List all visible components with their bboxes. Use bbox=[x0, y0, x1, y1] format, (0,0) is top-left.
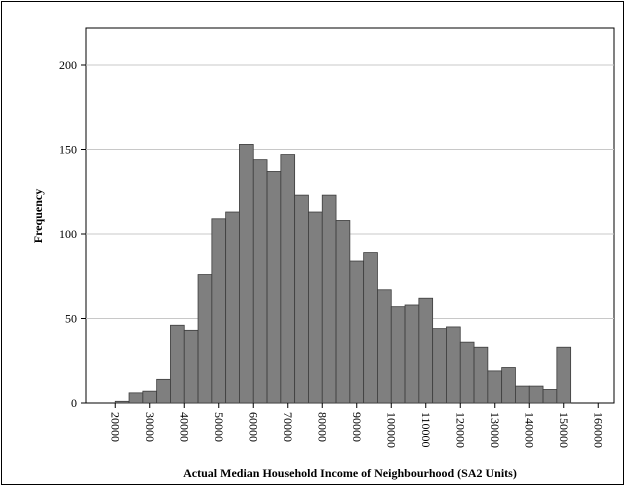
histogram-bar bbox=[294, 194, 309, 404]
histogram-bar bbox=[487, 370, 503, 404]
histogram-bar bbox=[432, 328, 447, 404]
x-tick-label: 120000 bbox=[453, 412, 467, 448]
y-tick-label: 50 bbox=[65, 312, 77, 326]
histogram-bar bbox=[128, 392, 144, 404]
x-axis-title: Actual Median Household Income of Neighb… bbox=[183, 466, 517, 480]
y-tick-label: 150 bbox=[59, 143, 77, 157]
histogram-bar bbox=[377, 289, 392, 404]
histogram-bar bbox=[239, 144, 254, 404]
x-tick-label: 50000 bbox=[212, 412, 226, 442]
histogram-bar bbox=[390, 306, 406, 404]
histogram-bar bbox=[142, 390, 158, 404]
histogram-bar bbox=[321, 194, 337, 404]
histogram-bar bbox=[556, 346, 572, 404]
histogram-bar bbox=[170, 324, 185, 404]
histogram-bar bbox=[418, 297, 434, 404]
bars bbox=[114, 144, 572, 404]
histogram-bar bbox=[225, 211, 240, 404]
histogram-bar bbox=[528, 385, 544, 404]
histogram-bar bbox=[459, 341, 475, 404]
x-axis: 20000 30000 40000 50000 60000 70000 80000 90000… bbox=[108, 403, 605, 448]
histogram-bar bbox=[335, 220, 351, 404]
x-tick-label: 30000 bbox=[143, 412, 157, 442]
x-tick-label: 60000 bbox=[246, 412, 260, 442]
y-tick-label: 0 bbox=[71, 396, 77, 410]
x-tick-label: 100000 bbox=[384, 412, 398, 448]
y-axis-title: Frequency bbox=[31, 189, 45, 243]
histogram-bar bbox=[501, 367, 516, 404]
histogram-bar bbox=[252, 159, 268, 404]
x-tick-label: 40000 bbox=[177, 412, 191, 442]
histogram-bar bbox=[473, 346, 489, 404]
histogram-bar bbox=[308, 211, 323, 404]
x-tick-label: 70000 bbox=[281, 412, 295, 442]
histogram-bar bbox=[114, 400, 130, 404]
x-tick-label: 150000 bbox=[557, 412, 571, 448]
histogram-bar bbox=[197, 274, 213, 404]
x-tick-label: 110000 bbox=[419, 412, 433, 448]
histogram-bar bbox=[280, 154, 296, 404]
histogram-bar bbox=[211, 218, 227, 404]
x-tick-label: 160000 bbox=[591, 412, 605, 448]
x-tick-label: 20000 bbox=[108, 412, 122, 442]
histogram-bar bbox=[266, 171, 282, 404]
y-axis: 0 50 100 150 200 bbox=[59, 58, 86, 410]
histogram-bar bbox=[542, 389, 558, 404]
histogram-bar bbox=[404, 304, 420, 404]
x-tick-label: 130000 bbox=[488, 412, 502, 448]
y-tick-label: 200 bbox=[59, 58, 77, 72]
histogram-bar bbox=[363, 252, 378, 404]
histogram-bar bbox=[446, 326, 461, 404]
x-tick-label: 140000 bbox=[522, 412, 536, 448]
x-tick-label: 90000 bbox=[350, 412, 364, 442]
histogram-bar bbox=[515, 385, 530, 404]
x-tick-label: 80000 bbox=[315, 412, 329, 442]
histogram-bar bbox=[349, 260, 365, 404]
histogram-bar bbox=[183, 329, 199, 404]
histogram-bar bbox=[156, 378, 171, 404]
y-tick-label: 100 bbox=[59, 227, 77, 241]
